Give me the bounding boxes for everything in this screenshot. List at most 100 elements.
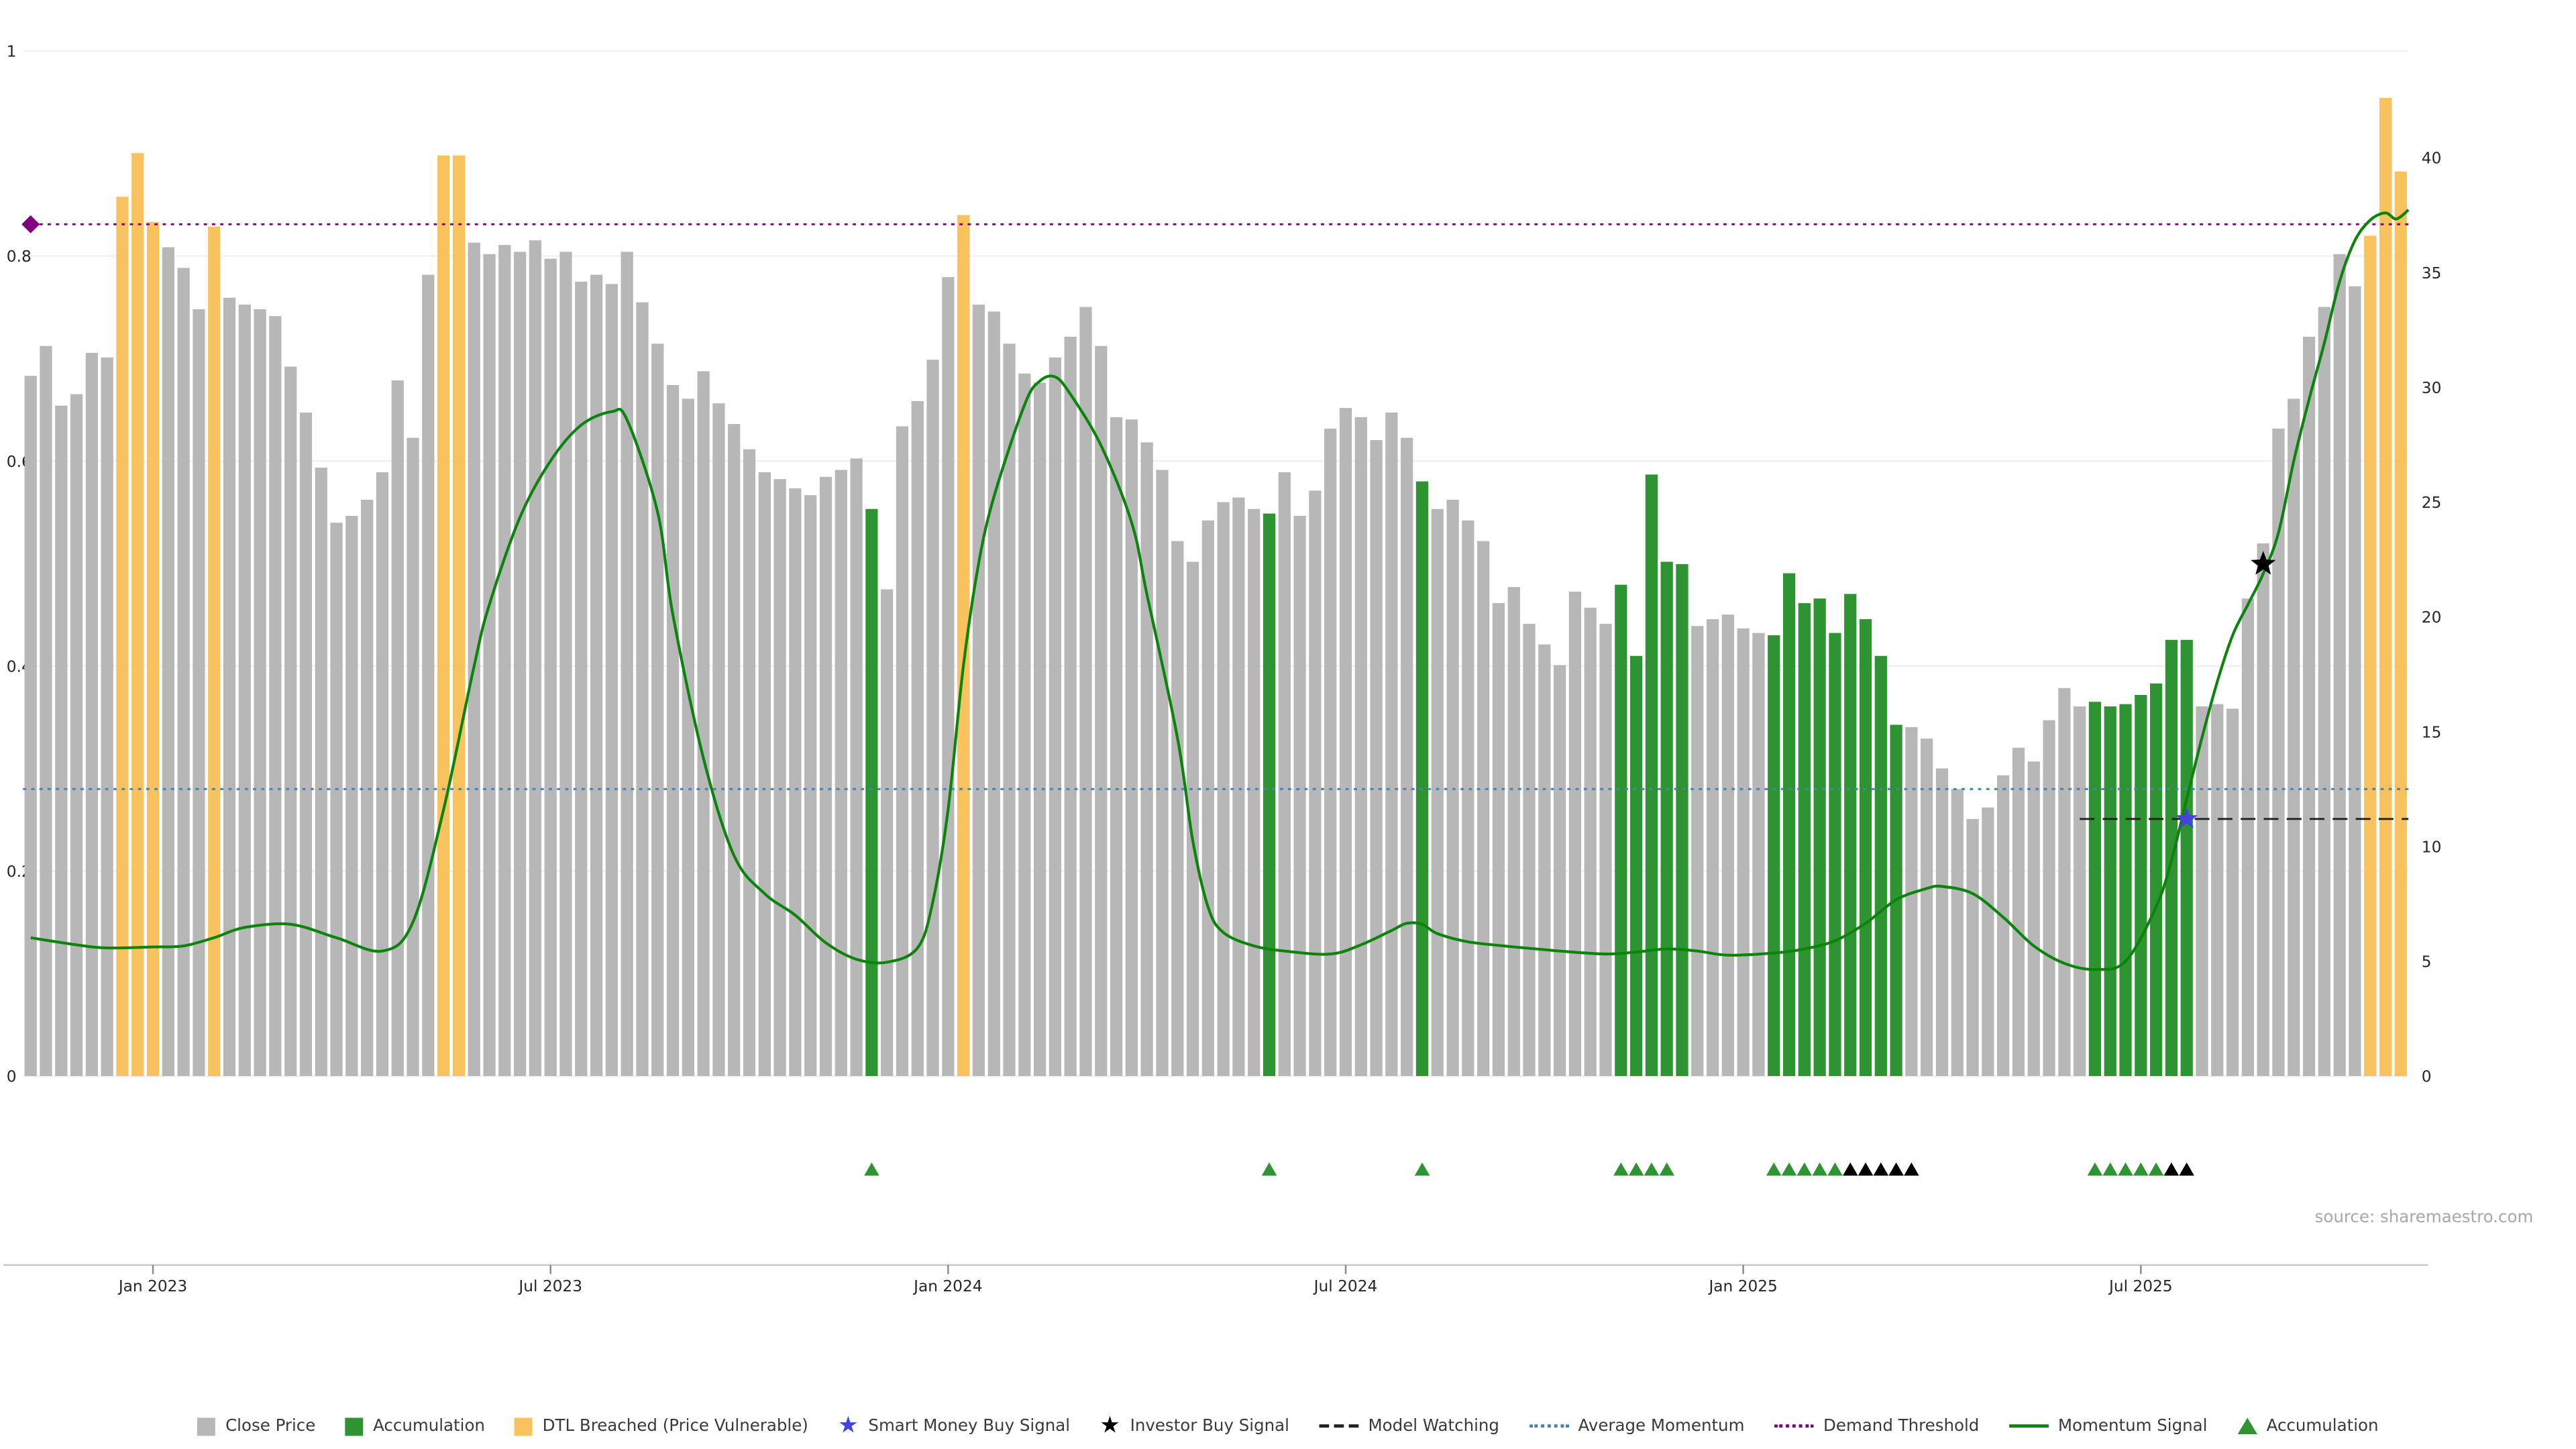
close-price-bar — [2043, 720, 2055, 1077]
accumulation-bar — [1798, 603, 1811, 1077]
accumulation-triangle-icon — [1766, 1162, 1782, 1176]
close-price-bar — [1171, 541, 1184, 1077]
close-price-bar — [2012, 747, 2025, 1077]
close-price-bar — [1951, 789, 1964, 1077]
close-price-bar — [728, 424, 741, 1077]
close-price-bar — [712, 403, 725, 1077]
close-price-bar — [223, 297, 236, 1077]
close-price-bar — [1446, 500, 1459, 1077]
dtl-breached-bar — [2379, 98, 2392, 1077]
close-price-bar — [621, 252, 633, 1077]
accumulation-bar — [2135, 694, 2147, 1077]
legend-square-icon — [197, 1417, 216, 1436]
accumulation-bar — [1415, 481, 1429, 1077]
close-price-bar — [1752, 633, 1765, 1077]
close-price-bar — [1370, 440, 1383, 1077]
right-axis-tick-label: 40 — [2422, 150, 2442, 168]
close-price-bar — [1293, 515, 1306, 1077]
accumulation-bar — [2119, 704, 2132, 1077]
legend-label: DTL Breached (Price Vulnerable) — [542, 1417, 808, 1436]
dtl-breached-bar — [957, 215, 970, 1077]
close-price-bar — [1538, 644, 1551, 1077]
close-price-bar — [468, 242, 480, 1077]
right-axis-tick-label: 25 — [2422, 494, 2442, 512]
close-price-bar — [697, 371, 710, 1077]
close-price-bar — [1339, 408, 1352, 1077]
close-price-bar — [1079, 307, 1092, 1077]
close-price-bar — [575, 281, 588, 1077]
accumulation-triangle-icon — [2148, 1162, 2164, 1176]
accumulation-triangle-icon — [1414, 1162, 1430, 1176]
accumulation-bar — [1782, 573, 1796, 1077]
close-price-bar — [804, 495, 817, 1077]
accumulation-triangle-icon — [1812, 1162, 1828, 1176]
close-price-bar — [911, 400, 924, 1077]
accumulation-bar — [1859, 619, 1872, 1077]
right-axis-tick-label: 0 — [2422, 1068, 2432, 1086]
legend-label: Investor Buy Signal — [1130, 1417, 1289, 1436]
signal-triangle-black-icon — [1858, 1162, 1874, 1176]
accumulation-bar — [1645, 474, 1658, 1077]
close-price-bar — [391, 380, 404, 1077]
accumulation-bar — [2088, 702, 2102, 1077]
accumulation-bar — [1813, 598, 1826, 1077]
accumulation-bar — [1263, 513, 1276, 1077]
close-price-bar — [987, 311, 1000, 1077]
accumulation-bar — [1768, 635, 1780, 1077]
close-price-bar — [1140, 442, 1153, 1077]
close-price-bar — [1201, 520, 1214, 1077]
close-price-bar — [1462, 520, 1474, 1077]
signal-triangle-black-icon — [1843, 1162, 1858, 1176]
legend-item-close-price: Close Price — [197, 1417, 315, 1436]
signal-triangle-black-icon — [2163, 1162, 2180, 1176]
x-axis-tick-label: Jan 2024 — [912, 1277, 982, 1295]
dtl-breached-bar — [208, 226, 221, 1077]
legend-item-average-momentum: Average Momentum — [1529, 1417, 1744, 1435]
close-price-bar — [2211, 704, 2224, 1077]
right-axis-tick-label: 30 — [2422, 379, 2442, 397]
close-price-bar — [315, 468, 327, 1077]
close-price-bar — [1523, 623, 1536, 1077]
close-price-bar — [896, 426, 909, 1077]
close-price-bar — [1049, 357, 1062, 1077]
close-price-bar — [345, 515, 358, 1077]
dtl-breached-bar — [116, 197, 129, 1077]
legend-star-icon: ★ — [837, 1413, 859, 1440]
x-axis-tick-label: Jul 2023 — [517, 1277, 582, 1295]
close-price-bar — [70, 394, 83, 1077]
close-price-bar — [55, 405, 68, 1077]
close-price-bar — [1385, 412, 1398, 1077]
x-axis-tick-label: Jan 2023 — [117, 1277, 187, 1295]
right-axis-tick-label: 20 — [2422, 608, 2442, 627]
close-price-bar — [2288, 398, 2300, 1077]
close-price-bar — [2027, 761, 2040, 1077]
legend: Close Price Accumulation DTL Breached (Pri… — [0, 1408, 2576, 1444]
close-price-bar — [238, 305, 251, 1077]
legend-label: Average Momentum — [1578, 1417, 1745, 1436]
close-price-bar — [284, 366, 297, 1077]
close-price-bar — [1309, 490, 1322, 1077]
close-price-bar — [559, 252, 572, 1077]
close-price-bar — [850, 458, 863, 1077]
x-axis-tick-label: Jul 2024 — [1313, 1277, 1378, 1295]
accumulation-bar — [2149, 683, 2163, 1077]
legend-dotted-line-icon — [1774, 1424, 1814, 1428]
accumulation-triangle-icon — [1827, 1162, 1843, 1176]
close-price-bar — [758, 472, 771, 1077]
close-price-bar — [85, 352, 98, 1077]
accumulation-bar — [1844, 594, 1857, 1077]
close-price-bar — [2302, 337, 2316, 1077]
close-price-bar — [651, 343, 664, 1077]
accumulation-bar — [1660, 561, 1673, 1077]
legend-item-smart-money-buy-signal: ★ Smart Money Buy Signal — [837, 1413, 1070, 1440]
close-price-bar — [1110, 417, 1123, 1077]
legend-item-accumulation: Accumulation — [345, 1417, 485, 1436]
close-price-bar — [590, 274, 603, 1077]
close-price-bar — [1095, 345, 1108, 1077]
close-price-bar — [2226, 708, 2239, 1077]
close-price-bar — [942, 277, 955, 1077]
left-axis-tick-label: 0.8 — [7, 248, 32, 266]
legend-label: Accumulation — [2266, 1417, 2379, 1436]
legend-label: Model Watching — [1368, 1417, 1499, 1436]
